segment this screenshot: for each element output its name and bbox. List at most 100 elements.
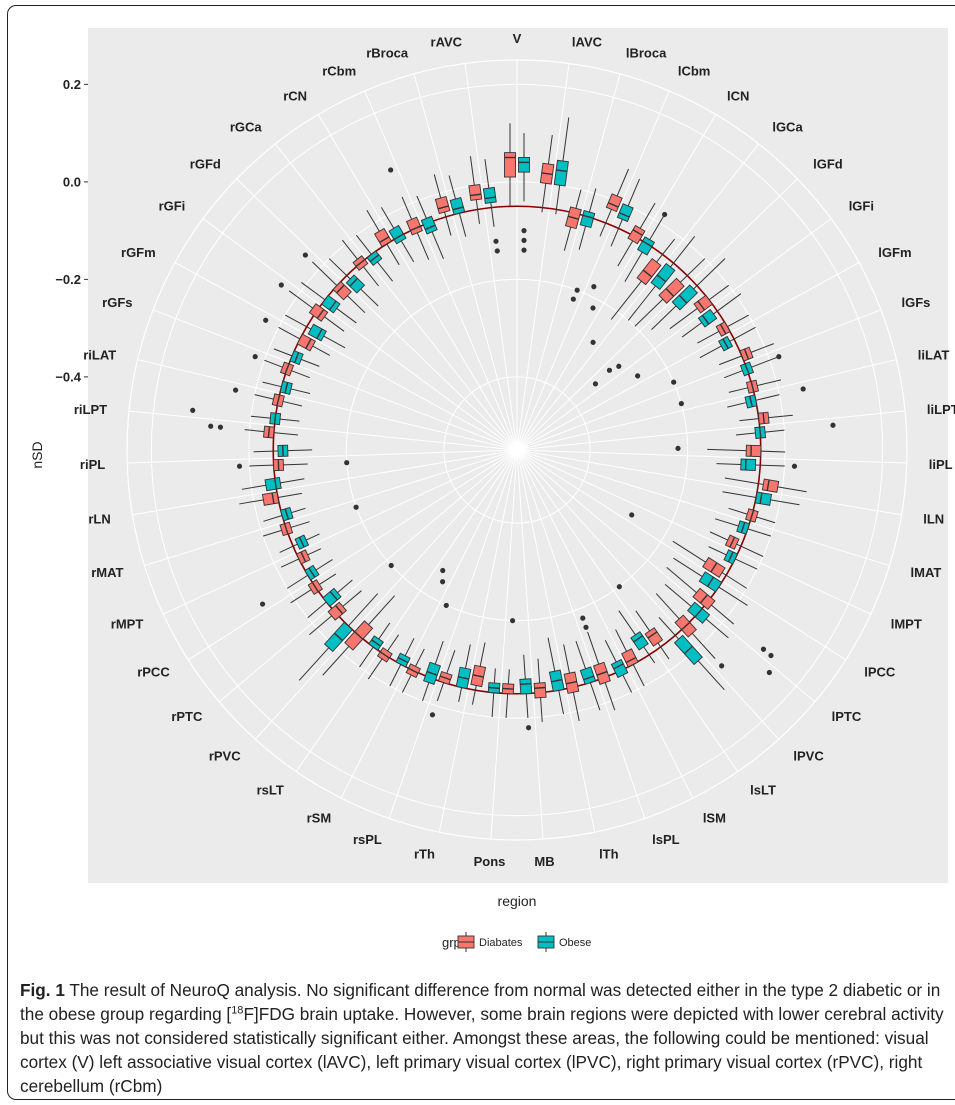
whisker-high: [558, 690, 565, 715]
whisker-high: [604, 682, 616, 711]
outlier-point: [570, 296, 576, 302]
category-label: MB: [534, 854, 554, 869]
whisker-low: [280, 478, 305, 484]
grid-spoke: [516, 449, 902, 516]
box-lGFd-Obese: [592, 258, 726, 387]
box-body: [388, 224, 407, 245]
whisker-low: [655, 593, 680, 620]
whisker-high: [721, 572, 748, 589]
whisker-low: [279, 418, 300, 422]
outlier-point: [583, 624, 589, 630]
category-label: rPVC: [209, 749, 241, 764]
box-body: [636, 257, 662, 286]
y-tick-label: 0.2: [63, 77, 81, 92]
grid-spoke: [516, 449, 739, 772]
box-rGFm-Diabates: [263, 317, 331, 356]
box-rsPL-Obese: [421, 640, 444, 702]
box-V-Obese: [518, 133, 530, 253]
box-MB-Obese: [519, 654, 533, 731]
box-median: [329, 591, 338, 601]
outlier-point: [232, 387, 239, 393]
box-median: [437, 205, 449, 210]
box-lPCC-Obese: [673, 557, 748, 606]
whisker-low: [669, 308, 698, 330]
outlier-point: [592, 381, 599, 387]
outlier-point: [580, 615, 586, 621]
box-median: [379, 236, 390, 244]
outlier-point: [259, 601, 266, 607]
box-median: [379, 651, 390, 659]
whisker-high: [768, 414, 793, 419]
whisker-high: [572, 692, 580, 722]
box-lPTC-Obese: [664, 584, 772, 676]
whisker-high: [649, 214, 666, 240]
outlier-point: [574, 287, 580, 293]
box-median: [267, 426, 271, 438]
legend-item-Obese: Obese: [537, 932, 591, 952]
whisker-high: [322, 645, 350, 676]
outlier-point: [525, 725, 532, 731]
box-lMPT-Obese: [708, 546, 758, 570]
box-body: [434, 195, 451, 215]
box-lMAT-Obese: [714, 518, 772, 537]
grid-spoke: [516, 73, 621, 451]
outlier-point: [302, 252, 308, 258]
category-label: lPTC: [832, 709, 862, 724]
grid-spoke: [413, 73, 518, 451]
box-rMAT-Obese: [263, 506, 306, 522]
box-body: [321, 294, 341, 314]
whisker-high: [458, 687, 463, 702]
outlier-point: [675, 445, 681, 451]
whisker-high: [491, 692, 495, 718]
grid-spoke: [516, 410, 906, 451]
box-body: [627, 224, 646, 245]
whisker-low: [541, 183, 547, 213]
grid-spoke: [127, 449, 518, 464]
box-body: [322, 587, 342, 607]
box-lGFm-Obese: [699, 326, 756, 359]
whisker-low: [651, 305, 677, 330]
outlier-point: [591, 284, 597, 290]
whisker-low: [363, 266, 379, 287]
whisker-high: [755, 394, 780, 401]
box-median: [683, 645, 693, 655]
box-body: [307, 323, 327, 342]
category-label: rAVC: [431, 35, 463, 50]
category-label: lGCa: [772, 120, 803, 135]
whisker-low: [377, 261, 393, 282]
box-lGFd-Diabates: [634, 258, 706, 327]
outlier-point: [440, 567, 446, 574]
whisker-low: [707, 448, 747, 452]
box-body: [636, 236, 656, 256]
box-body: [644, 627, 664, 647]
whisker-high: [250, 415, 271, 419]
whisker-high: [279, 543, 298, 553]
box-rGFm-Obese: [284, 314, 346, 349]
outlier-point: [791, 463, 798, 469]
category-label: rSM: [307, 811, 332, 826]
grid-spoke: [516, 63, 570, 451]
box-body: [518, 157, 530, 173]
box-lGFm-Diabates: [635, 314, 750, 379]
whisker-low: [446, 650, 456, 674]
box-median: [273, 478, 278, 490]
box-lPCC-Diabates: [629, 512, 748, 589]
box-median: [316, 328, 323, 339]
box-lPVC-Obese: [658, 617, 725, 691]
whisker-high: [298, 647, 330, 681]
box-median: [710, 562, 718, 573]
whisker-low: [434, 640, 444, 665]
box-median: [333, 632, 344, 642]
grid-spoke: [516, 262, 860, 451]
whisker-low: [727, 402, 747, 408]
whisker-high: [484, 159, 490, 189]
whisker-low: [634, 298, 664, 327]
outlier-point: [439, 579, 446, 585]
whisker-low: [699, 345, 722, 359]
whisker-low: [587, 631, 600, 665]
box-median: [488, 686, 500, 689]
whisker-high: [355, 234, 372, 255]
whisker-low: [672, 540, 706, 563]
y-tick-label: −0.2: [55, 272, 81, 287]
whisker-low: [618, 610, 636, 636]
